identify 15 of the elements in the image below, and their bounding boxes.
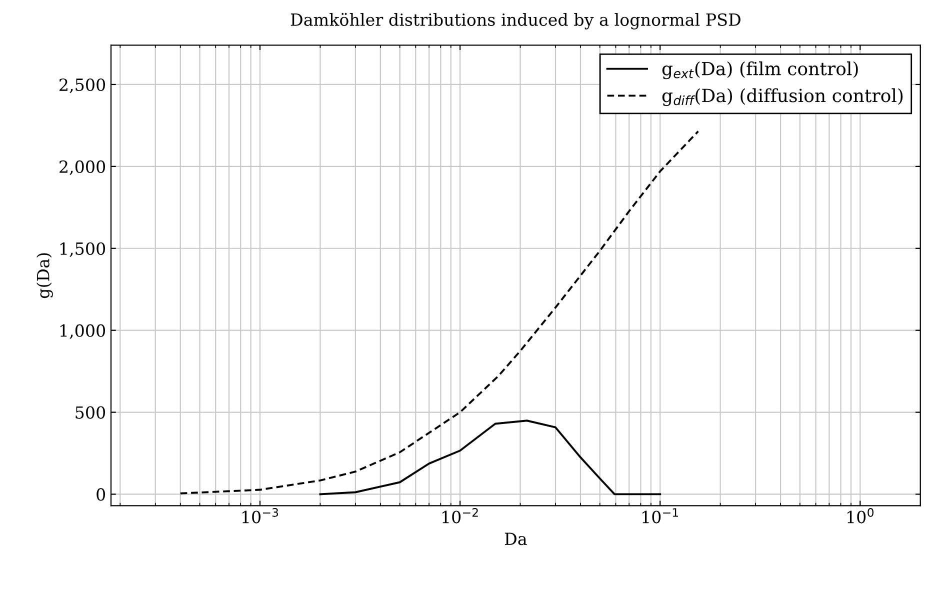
y-tick-label: 2,000 [60,160,106,176]
chart-title: Damköhler distributions induced by a lognormal PSD [290,12,740,30]
x-tick-label: 10$^{−3}$ [242,508,278,524]
y-tick-label: 1,500 [60,242,106,257]
y-tick-label: 500 [76,406,106,419]
y-tick-label: 1,000 [60,324,106,339]
x-tick-label: 10$^{−1}$ [642,508,678,524]
legend-label: g$_{diff}$(Da) (diffusion control) [662,88,903,106]
y-axis-title: g(Da) [36,253,53,298]
y-tick-label: 2,500 [60,78,106,94]
y-tick-label: 0 [96,488,106,501]
legend-label: g$_{ext}$(Da) (film control) [662,61,858,80]
x-tick-label: 10$^{0}$ [848,508,874,524]
x-tick-label: 10$^{−2}$ [442,508,478,524]
x-axis-title: Da [504,532,527,546]
